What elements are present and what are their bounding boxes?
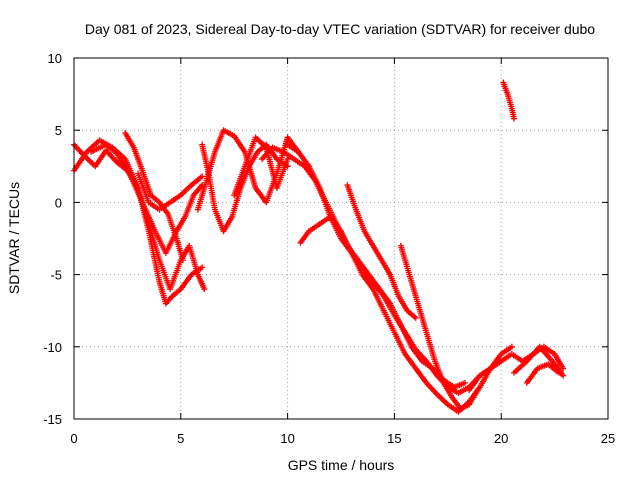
y-axis-label: SDTVAR / TECUs <box>6 182 22 294</box>
series-track-o <box>500 79 518 122</box>
x-axis-label: GPS time / hours <box>288 457 395 473</box>
series-track-m <box>397 242 481 412</box>
data-point <box>461 379 468 386</box>
x-tick-label: 0 <box>70 431 77 446</box>
data-point <box>201 286 208 293</box>
ticks: 0 5 10 15 20 25 -15 -10 -5 0 5 10 <box>43 51 615 446</box>
data-point <box>474 387 481 394</box>
data-point <box>511 115 518 122</box>
data-point <box>555 369 562 376</box>
x-tick-label: 20 <box>494 431 508 446</box>
data-point <box>412 314 419 321</box>
x-tick-label: 10 <box>280 431 294 446</box>
grid <box>74 58 608 419</box>
series-track-k <box>297 213 515 415</box>
y-tick-label: -10 <box>43 340 62 355</box>
series-track-e <box>135 170 206 213</box>
data-layer <box>71 79 567 415</box>
series-track-l <box>344 182 419 321</box>
data-point <box>179 257 186 264</box>
data-point <box>560 372 567 379</box>
data-point <box>508 343 515 350</box>
y-tick-label: -15 <box>43 412 62 427</box>
series-track-c <box>88 141 206 256</box>
data-point <box>199 264 206 271</box>
y-tick-label: -5 <box>50 268 62 283</box>
y-tick-label: 5 <box>55 123 62 138</box>
chart-title: Day 081 of 2023, Sidereal Day-to-day VTE… <box>85 21 595 37</box>
y-tick-label: 10 <box>48 51 62 66</box>
data-point <box>560 365 567 372</box>
data-point <box>199 173 206 180</box>
y-tick-label: 0 <box>55 195 62 210</box>
x-tick-label: 5 <box>177 431 184 446</box>
x-tick-label: 15 <box>387 431 401 446</box>
series-track-d <box>122 130 186 264</box>
plot-frame <box>73 57 609 420</box>
series-track-p <box>511 343 567 379</box>
series-track-q <box>523 361 562 386</box>
x-tick-label: 25 <box>601 431 615 446</box>
